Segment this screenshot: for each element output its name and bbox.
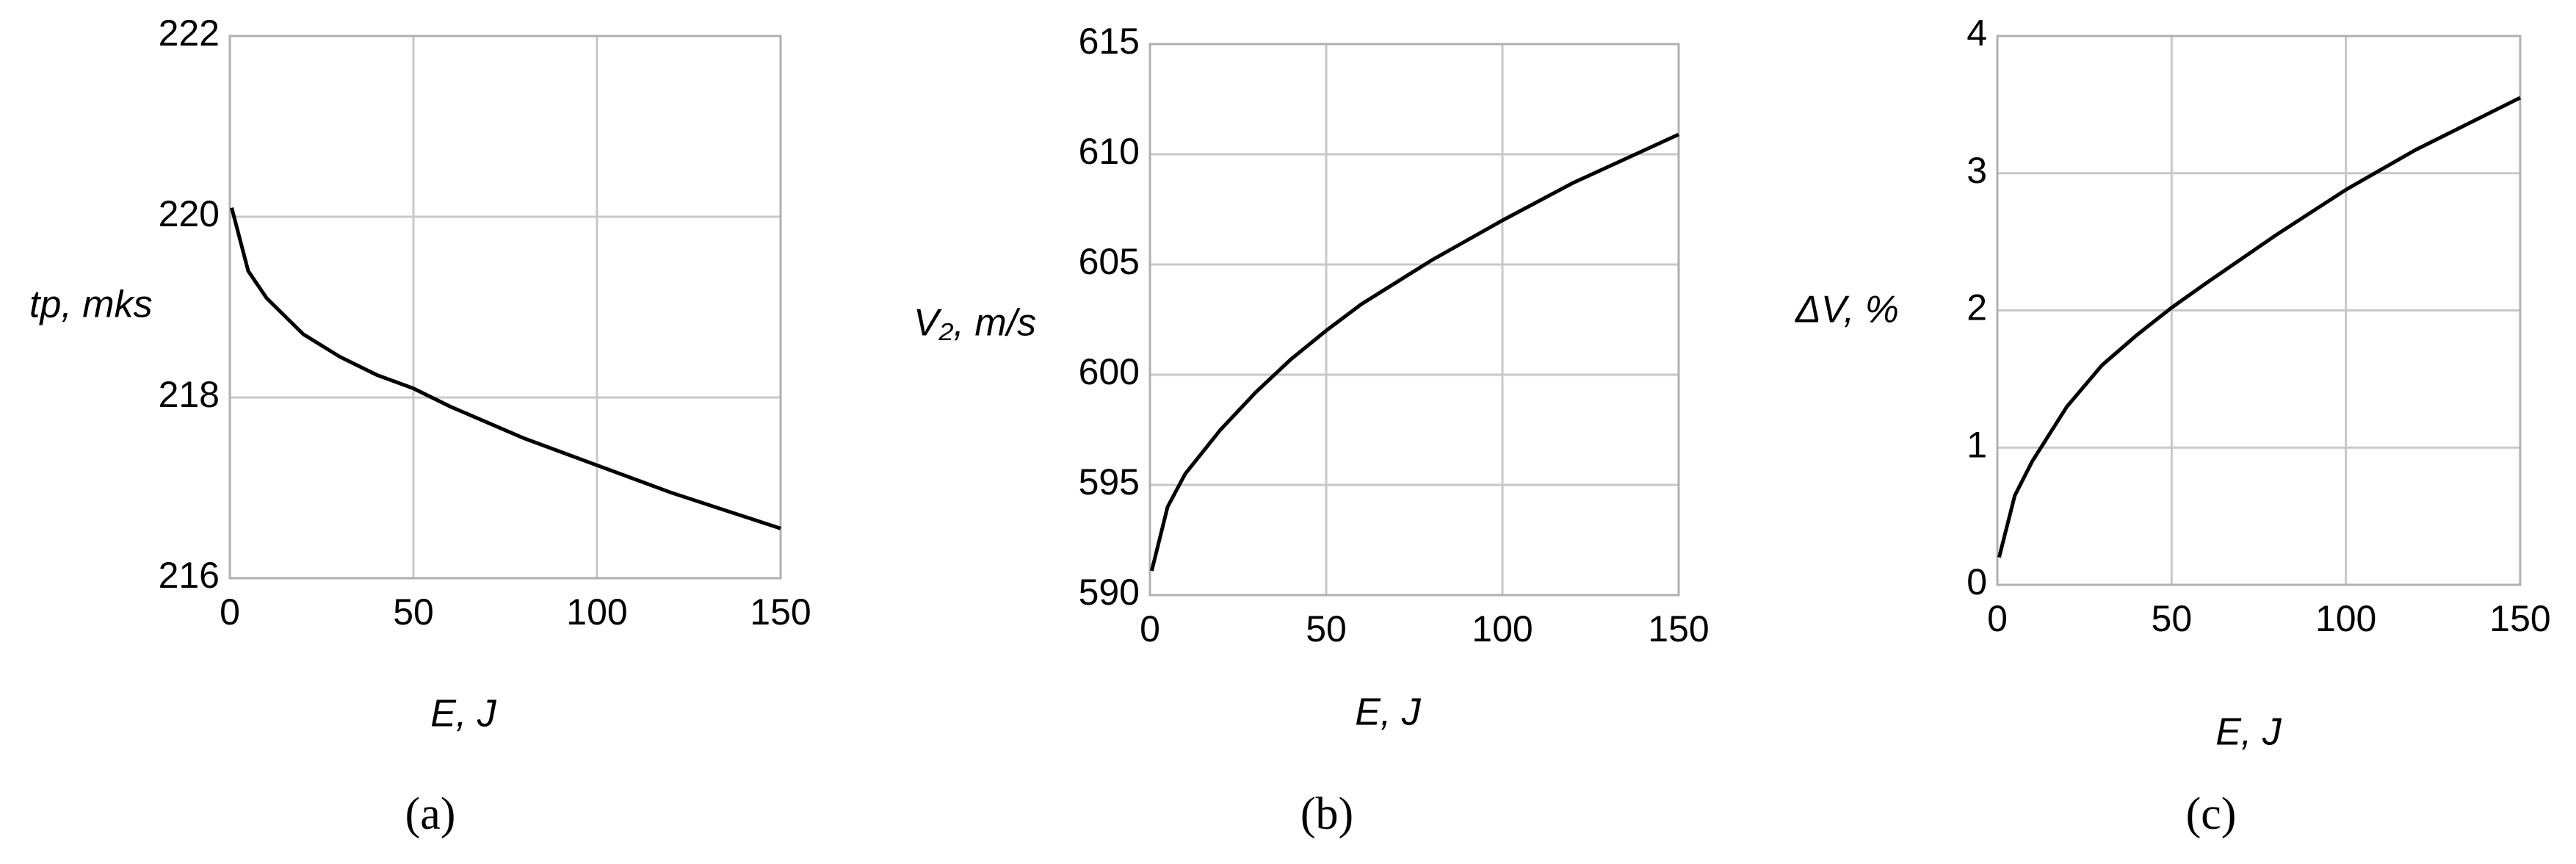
data-line <box>1997 96 2522 558</box>
y-tick-label: 3 <box>1967 150 1987 191</box>
x-axis-label: E, J <box>430 693 497 735</box>
data-line <box>1149 132 1680 572</box>
y-axis-label: V₂, m/s <box>913 302 1036 345</box>
x-axis-label: E, J <box>1355 691 1422 734</box>
plot-frame <box>1996 35 2522 586</box>
x-tick-label: 0 <box>1987 598 2008 639</box>
y-tick-label: 0 <box>1967 561 1987 602</box>
y-tick-label: 590 <box>1079 572 1140 613</box>
y-tick-label: 605 <box>1079 241 1140 282</box>
y-axis-label: tp, mks <box>29 284 153 326</box>
x-tick-label: 150 <box>2489 598 2550 639</box>
x-axis-label: E, J <box>2215 711 2282 754</box>
y-tick-label: 222 <box>159 12 220 54</box>
y-tick-label: 216 <box>159 555 220 596</box>
plot-frame <box>1148 43 1680 597</box>
y-tick-label: 600 <box>1079 351 1140 392</box>
caption: (c) <box>2186 789 2237 839</box>
y-tick-label: 2 <box>1967 287 1987 328</box>
x-tick-label: 100 <box>566 591 627 633</box>
x-tick-label: 100 <box>1472 608 1533 649</box>
y-tick-label: 1 <box>1967 424 1987 465</box>
x-tick-label: 50 <box>2152 598 2193 639</box>
x-tick-label: 50 <box>393 591 434 633</box>
x-tick-label: 50 <box>1306 608 1347 649</box>
caption: (b) <box>1300 789 1353 839</box>
x-tick-label: 0 <box>220 591 240 633</box>
x-tick-label: 100 <box>2315 598 2376 639</box>
x-tick-label: 0 <box>1140 608 1160 649</box>
y-tick-label: 615 <box>1079 21 1140 62</box>
x-tick-label: 150 <box>1648 608 1709 649</box>
y-tick-label: 218 <box>159 374 220 415</box>
caption: (a) <box>405 789 456 839</box>
y-tick-label: 4 <box>1967 12 1987 54</box>
y-tick-label: 595 <box>1079 461 1140 503</box>
data-line <box>230 207 781 530</box>
y-tick-label: 610 <box>1079 131 1140 172</box>
y-axis-label: ΔV, % <box>1794 289 1899 331</box>
plot-frame <box>228 35 782 580</box>
y-tick-label: 220 <box>159 193 220 234</box>
x-tick-label: 150 <box>750 591 811 633</box>
